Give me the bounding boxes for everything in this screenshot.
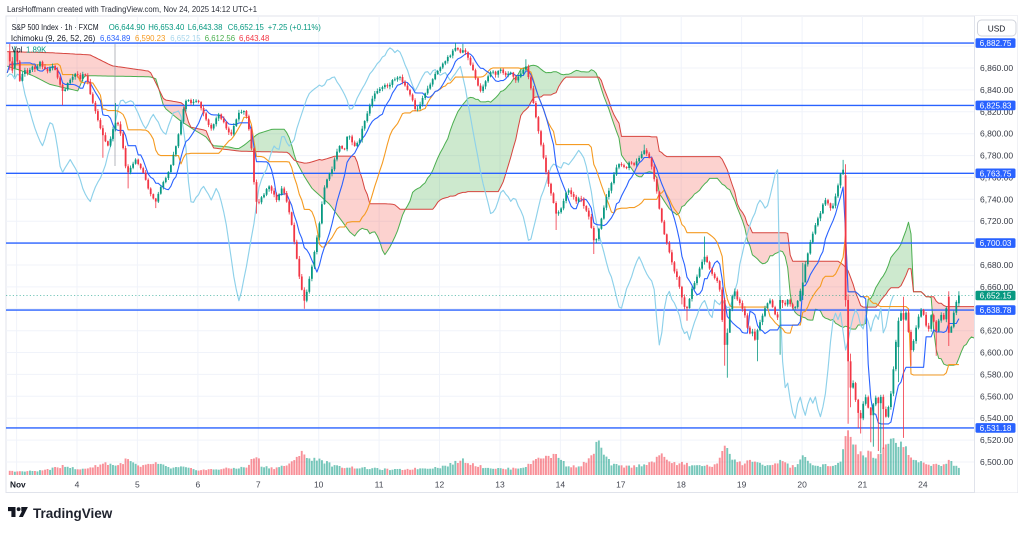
svg-text:S&P 500 Index · 1h · FXCM: S&P 500 Index · 1h · FXCM [12,23,99,32]
svg-text:6,620.00: 6,620.00 [980,326,1013,336]
svg-text:6,680.00: 6,680.00 [980,260,1013,270]
svg-text:19: 19 [737,480,747,490]
svg-text:12: 12 [435,480,445,490]
svg-text:18: 18 [676,480,686,490]
svg-text:6,580.00: 6,580.00 [980,369,1013,379]
svg-text:17: 17 [616,480,626,490]
svg-text:LarsHoffmann created with Trad: LarsHoffmann created with TradingView.co… [7,5,257,14]
svg-text:6,520.00: 6,520.00 [980,435,1013,445]
svg-text:10: 10 [314,480,324,490]
svg-text:6,590.23: 6,590.23 [135,34,165,43]
svg-text:6,780.00: 6,780.00 [980,151,1013,161]
svg-text:6,820.00: 6,820.00 [980,107,1013,117]
svg-text:6,600.00: 6,600.00 [980,348,1013,358]
svg-text:13: 13 [495,480,505,490]
svg-text:Nov: Nov [10,480,26,490]
svg-text:6,531.18: 6,531.18 [980,424,1012,433]
svg-text:TradingView: TradingView [33,506,113,521]
svg-text:+7.25 (+0.11%): +7.25 (+0.11%) [268,23,322,32]
svg-text:L6,643.38: L6,643.38 [188,23,223,32]
svg-text:6,840.00: 6,840.00 [980,85,1013,95]
svg-text:6,634.89: 6,634.89 [100,34,130,43]
svg-text:6,800.00: 6,800.00 [980,129,1013,139]
svg-text:24: 24 [918,480,928,490]
svg-text:6,643.48: 6,643.48 [239,34,269,43]
svg-text:O6,644.90: O6,644.90 [109,23,146,32]
svg-text:USD: USD [988,23,1006,33]
svg-text:6,500.00: 6,500.00 [980,457,1013,467]
svg-text:20: 20 [797,480,807,490]
svg-text:4: 4 [75,480,80,490]
svg-text:Vol: Vol [12,45,23,54]
svg-text:6,882.75: 6,882.75 [980,39,1012,48]
svg-text:6,763.75: 6,763.75 [980,169,1012,178]
svg-text:C6,652.15: C6,652.15 [228,23,265,32]
svg-text:6,652.15: 6,652.15 [980,292,1012,301]
svg-text:6,540.00: 6,540.00 [980,413,1013,423]
svg-text:6,660.00: 6,660.00 [980,282,1013,292]
svg-text:6,652.15: 6,652.15 [170,34,201,43]
svg-text:6,740.00: 6,740.00 [980,194,1013,204]
svg-text:6: 6 [196,480,201,490]
svg-text:6,638.78: 6,638.78 [980,306,1012,315]
svg-text:7: 7 [256,480,261,490]
svg-text:21: 21 [858,480,868,490]
svg-text:6,560.00: 6,560.00 [980,391,1013,401]
svg-text:6,825.83: 6,825.83 [980,101,1012,110]
svg-text:H6,653.40: H6,653.40 [148,23,185,32]
svg-text:5: 5 [135,480,140,490]
svg-text:6,612.56: 6,612.56 [205,34,235,43]
svg-text:6,700.03: 6,700.03 [980,239,1012,248]
svg-text:1.89K: 1.89K [26,45,47,54]
svg-text:6,720.00: 6,720.00 [980,216,1013,226]
svg-text:Ichimoku (9, 26, 52, 26): Ichimoku (9, 26, 52, 26) [11,34,96,43]
svg-text:6,860.00: 6,860.00 [980,63,1013,73]
svg-text:14: 14 [556,480,566,490]
svg-text:11: 11 [375,480,384,490]
